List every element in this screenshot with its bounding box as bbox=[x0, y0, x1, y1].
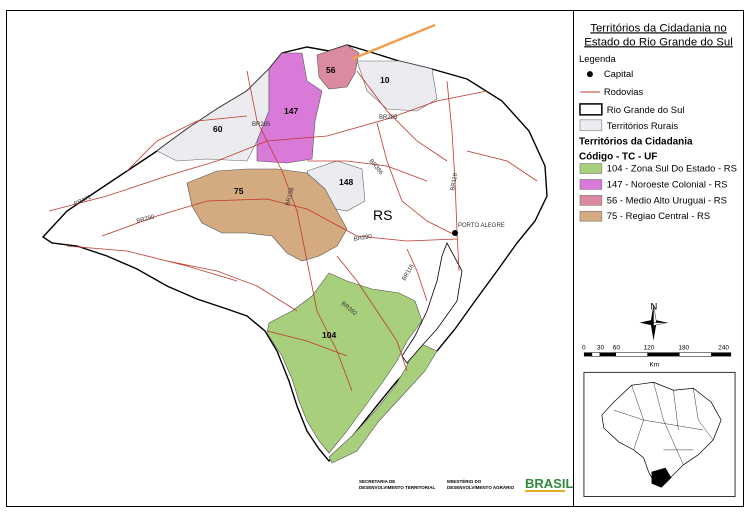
inset-state-borders bbox=[613, 382, 714, 465]
scale-tick: 120 bbox=[644, 344, 655, 351]
label-56: 56 bbox=[326, 65, 336, 75]
footer-org1-line2: DESENVOLVIMENTO TERRITORIAL bbox=[359, 485, 436, 490]
road-label: BR116 bbox=[450, 172, 459, 191]
map-title-line2: Estado do Rio Grande do Sul bbox=[584, 36, 733, 48]
pointer-arrow bbox=[351, 23, 436, 61]
footer-org2-line1: MINISTÉRIO DO bbox=[447, 477, 482, 484]
label-10: 10 bbox=[380, 75, 390, 85]
label-75: 75 bbox=[234, 186, 244, 196]
legend-roads: Rodovias bbox=[604, 87, 644, 98]
inset-brazil-map bbox=[601, 381, 722, 486]
territories-heading: Territórios da Cidadania bbox=[579, 137, 693, 148]
brasil-logo: BRASIL bbox=[525, 476, 573, 491]
territory-147 bbox=[256, 52, 323, 164]
road-label: BR285 bbox=[379, 115, 398, 121]
footer-org2-line2: DESENVOLVIMENTO AGRÁRIO bbox=[447, 484, 515, 490]
roads bbox=[48, 70, 538, 392]
capital-marker bbox=[452, 230, 458, 236]
road-label: BR290 bbox=[353, 234, 373, 243]
capital-label: PORTO ALEGRE bbox=[458, 223, 505, 229]
legend-state: Rio Grande do Sul bbox=[607, 105, 685, 116]
map-title-line1: Territórios da Cidadania no bbox=[590, 22, 727, 34]
brasil-logo-bar bbox=[525, 490, 565, 492]
scale-bar bbox=[583, 352, 732, 357]
road-label: BR158 bbox=[285, 187, 296, 207]
state-map: BR285 BR285 BR386 BR116 BR116 BR158 BR29… bbox=[41, 23, 573, 493]
label-rs: RS bbox=[373, 207, 392, 223]
scale-unit: Km bbox=[650, 361, 660, 368]
capital-icon bbox=[586, 71, 593, 78]
code-heading: Código - TC - UF bbox=[579, 152, 657, 163]
territory-104 bbox=[266, 272, 423, 454]
scale-tick: 180 bbox=[678, 344, 689, 351]
footer-org1-line1: SECRETARIA DE bbox=[359, 479, 395, 484]
territory-56 bbox=[316, 44, 360, 90]
swatch-147 bbox=[579, 179, 603, 190]
label-104: 104 bbox=[322, 330, 336, 340]
legend-rural: Territórios Rurais bbox=[607, 121, 679, 132]
legend-capital: Capital bbox=[604, 69, 633, 80]
brasil-logo-box bbox=[522, 473, 568, 493]
scale-tick: 30 bbox=[597, 344, 605, 351]
label-147: 147 bbox=[284, 106, 298, 116]
scale-tick: 240 bbox=[718, 344, 729, 351]
swatch-104 bbox=[579, 163, 603, 174]
swatch-75 bbox=[579, 210, 603, 222]
north-label: N bbox=[651, 302, 658, 313]
legend-item-56: 56 - Medio Alto Uruguai - RS bbox=[607, 195, 727, 206]
territory-75 bbox=[186, 168, 348, 262]
label-60: 60 bbox=[213, 124, 223, 134]
legend-item-75: 75 - Regiao Central - RS bbox=[607, 211, 710, 222]
road-label: BR285 bbox=[252, 122, 271, 128]
territory-104-coast bbox=[328, 340, 438, 464]
map-frame bbox=[6, 10, 744, 507]
state-swatch bbox=[579, 103, 603, 116]
scale-tick: 0 bbox=[582, 344, 586, 351]
legend-item-104: 104 - Zona Sul Do Estado - RS bbox=[607, 164, 737, 175]
label-148: 148 bbox=[339, 177, 353, 187]
scale-tick: 60 bbox=[613, 344, 621, 351]
lagoa-dos-patos bbox=[401, 242, 463, 364]
rural-swatch bbox=[579, 119, 603, 132]
legend-item-147: 147 - Noroeste Colonial - RS bbox=[607, 179, 728, 190]
road-label: BR290 bbox=[136, 214, 156, 225]
legend-heading: Legenda bbox=[579, 54, 616, 65]
swatch-56 bbox=[579, 195, 603, 206]
legend-panel: Territórios da Cidadania no Estado do Ri… bbox=[573, 11, 737, 506]
inset-rs-highlight bbox=[651, 467, 672, 488]
